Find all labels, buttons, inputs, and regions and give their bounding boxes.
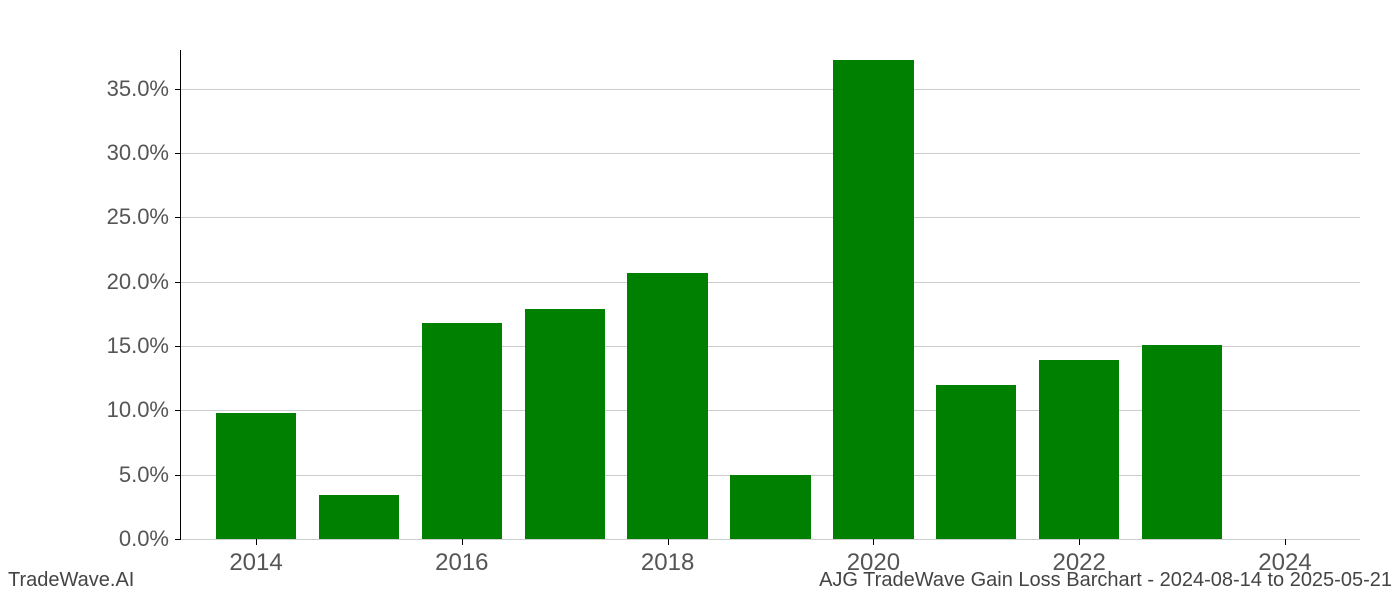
bar (627, 273, 707, 539)
x-axis-label: 2014 (229, 549, 282, 577)
y-axis-label: 20.0% (107, 269, 169, 295)
y-axis-label: 35.0% (107, 76, 169, 102)
y-tick (175, 475, 181, 476)
bar (1142, 345, 1222, 539)
x-axis-label: 2018 (641, 549, 694, 577)
bar (936, 385, 1016, 539)
y-tick (175, 153, 181, 154)
y-tick (175, 346, 181, 347)
gridline (181, 217, 1360, 218)
bar (216, 413, 296, 539)
y-axis-label: 15.0% (107, 333, 169, 359)
bar (730, 475, 810, 539)
y-axis-label: 10.0% (107, 397, 169, 423)
gridline (181, 153, 1360, 154)
y-axis-label: 25.0% (107, 204, 169, 230)
x-tick (873, 539, 874, 545)
plot-area: 0.0%5.0%10.0%15.0%20.0%25.0%30.0%35.0%20… (180, 50, 1360, 540)
y-tick (175, 89, 181, 90)
x-tick (1079, 539, 1080, 545)
x-tick (256, 539, 257, 545)
gridline (181, 539, 1360, 540)
bar (1039, 360, 1119, 539)
chart-container: 0.0%5.0%10.0%15.0%20.0%25.0%30.0%35.0%20… (180, 50, 1360, 540)
bar (525, 309, 605, 539)
y-tick (175, 410, 181, 411)
x-tick (1285, 539, 1286, 545)
y-axis-label: 5.0% (119, 462, 169, 488)
x-tick (668, 539, 669, 545)
x-axis-label: 2016 (435, 549, 488, 577)
x-tick (462, 539, 463, 545)
gridline (181, 89, 1360, 90)
y-tick (175, 539, 181, 540)
bar (833, 60, 913, 539)
y-axis-label: 30.0% (107, 140, 169, 166)
footer-left-text: TradeWave.AI (8, 569, 134, 592)
gridline (181, 282, 1360, 283)
bar (422, 323, 502, 539)
y-tick (175, 217, 181, 218)
y-tick (175, 282, 181, 283)
footer-right-text: AJG TradeWave Gain Loss Barchart - 2024-… (819, 569, 1392, 592)
y-axis-label: 0.0% (119, 526, 169, 552)
bar (319, 495, 399, 539)
